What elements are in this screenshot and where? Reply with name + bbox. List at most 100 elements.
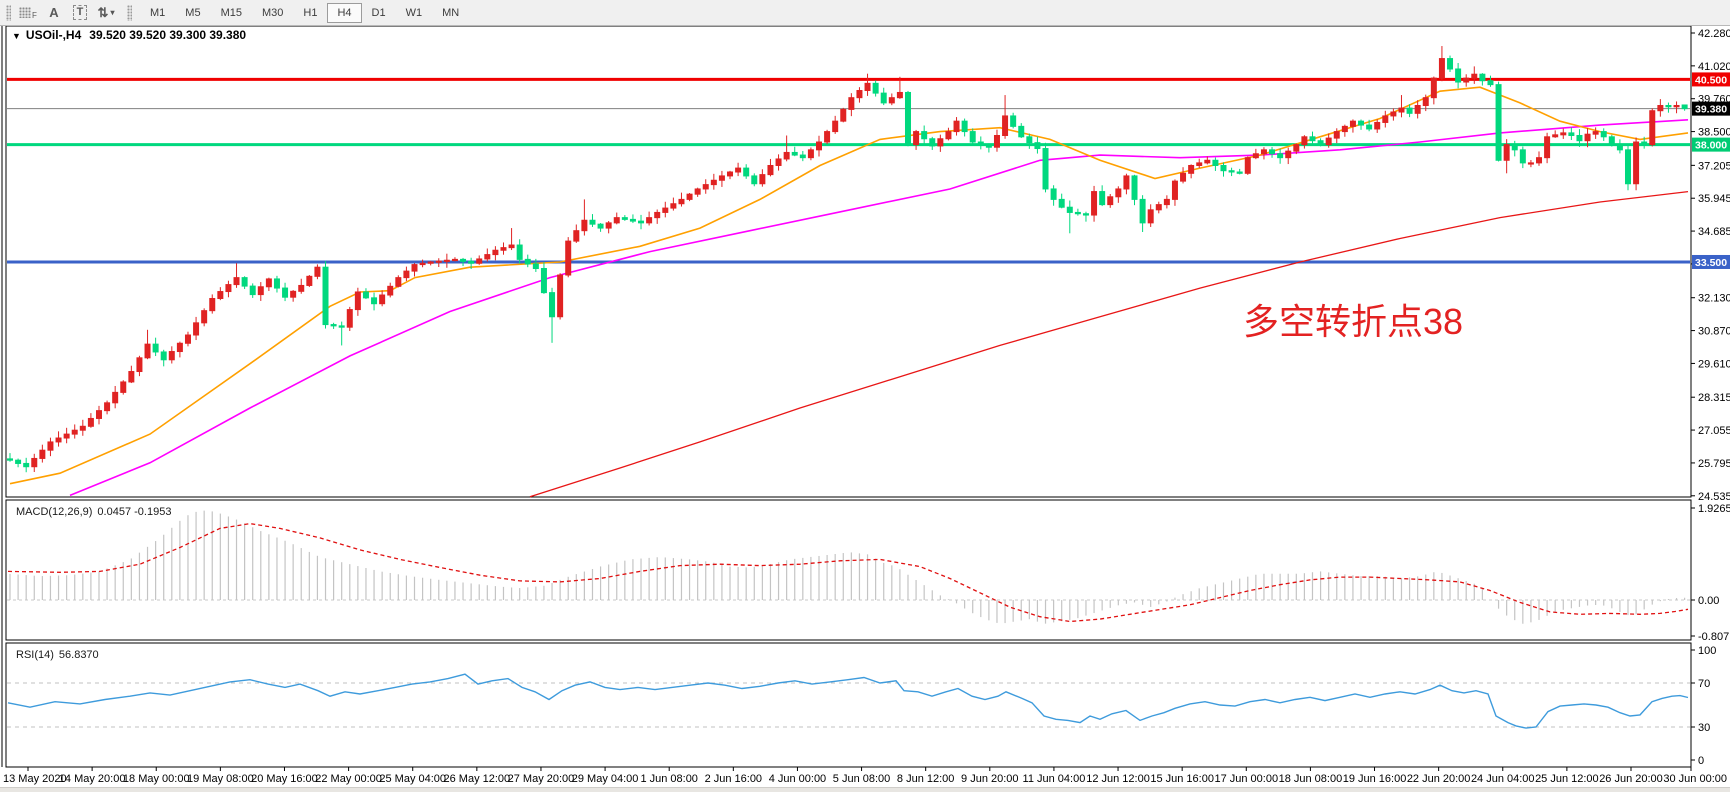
timeframe-button-M5[interactable]: M5 [185,6,201,19]
candle-up [168,351,175,361]
timeframe-button-W1[interactable]: W1 [405,6,423,19]
candle-up [346,309,353,328]
svg-text:39.380: 39.380 [1695,104,1727,116]
candle-up [824,131,831,143]
candle-up [767,164,774,176]
candle-down [516,244,523,260]
candle-up [79,425,86,431]
candle-down [330,324,337,327]
timeframe-button-MN[interactable]: MN [442,6,460,19]
candle-down [872,82,879,94]
price-tick: 29.610 [1698,358,1730,370]
chart-title: ▼ USOil-,H4 39.520 39.520 39.300 39.380 [12,28,246,42]
toolbar-grip[interactable] [6,4,11,21]
candle-up [1560,132,1567,136]
candle-up [807,149,814,159]
candle-down [249,285,256,296]
candle-up [136,357,143,373]
candle-down [743,167,750,177]
candle-down [1616,144,1623,151]
candle-down [1018,125,1025,138]
candle-up [718,175,725,181]
candle-down [15,459,22,464]
candle-up [888,97,895,104]
candles-layer[interactable] [7,46,1688,473]
drawing-tools: F A T ⇅ ▾ [15,3,119,23]
timeframe-button-H1[interactable]: H1 [303,6,318,19]
candle-down [1495,84,1502,161]
timeframe-button-M1[interactable]: M1 [150,6,166,19]
candle-down [338,325,345,328]
candle-up [443,259,450,262]
candle-up [1536,157,1543,164]
candle-up [128,371,135,383]
svg-text:40.500: 40.500 [1695,74,1727,86]
font-tool-icon[interactable]: A [49,5,59,20]
candle-down [23,462,30,468]
candle-down [152,343,159,353]
timeframe-button-M15[interactable]: M15 [220,6,242,19]
timeframe-button-H4[interactable]: H4 [327,2,362,23]
candle-down [362,291,369,299]
time-label: 18 Jun 08:00 [1279,773,1343,785]
candle-down [1099,191,1106,206]
macd-tick: 1.9265 [1698,503,1730,515]
candle-down [241,277,248,287]
text-label-tool-icon[interactable]: T [68,3,92,23]
price-tick: 24.535 [1698,491,1730,503]
candle-up [670,203,677,209]
candle-down [1519,149,1526,164]
candle-up [557,274,564,318]
candle-up [71,429,78,435]
timeframe-button-M30[interactable]: M30 [261,6,284,19]
candle-up [1115,188,1122,198]
time-label: 12 Jun 12:00 [1086,773,1150,785]
profiles-grid-icon[interactable]: F [16,3,40,23]
candle-up [419,262,426,266]
candle-up [1414,105,1421,114]
candle-up [613,217,620,224]
candle-down [7,458,13,461]
candle-up [1552,134,1559,138]
candle-up [193,322,200,336]
cycle-lines-tool-icon[interactable]: ⇅ ▾ [97,4,115,20]
candle-up [646,217,653,224]
candle-up [896,91,903,99]
candle-down [961,120,968,133]
candle-up [298,284,305,292]
candle-up [1438,58,1445,79]
time-label: 29 May 04:00 [572,773,639,785]
candle-up [47,441,54,451]
candle-up [104,402,111,412]
candle-up [1390,111,1397,117]
toolbar-grip-2[interactable] [127,4,132,21]
time-label: 26 Jun 20:00 [1599,773,1663,785]
price-axis[interactable]: 42.28041.02039.76038.50037.20535.94534.6… [1691,28,1730,767]
candle-up [508,244,515,249]
candle-down [1042,148,1049,190]
candle-up [1463,77,1470,83]
chart-canvas[interactable]: 42.28041.02039.76038.50037.20535.94534.6… [0,26,1730,792]
candle-up [95,410,102,419]
timeframe-bar: M1 M5 M15 M30 H1 H4 D1 W1 MN [140,2,469,23]
time-label: 15 Jun 16:00 [1150,773,1214,785]
candle-down [1358,120,1365,126]
candle-up [1285,150,1292,159]
candle-down [1681,104,1688,110]
time-label: 25 Jun 12:00 [1535,773,1599,785]
rsi-pane-content [7,673,1690,729]
candle-up [217,291,224,299]
candle-up [1422,97,1429,107]
timeframe-button-D1[interactable]: D1 [371,6,386,19]
time-label: 27 May 20:00 [508,773,575,785]
price-badge-38.000 [1692,137,1730,152]
candle-up [581,219,588,232]
candle-up [1147,209,1154,224]
candle-down [1487,80,1494,86]
candle-up [816,141,822,151]
candle-down [1010,115,1017,127]
profiles-grid-icon [19,7,32,18]
time-label: 18 May 00:00 [123,773,190,785]
candle-down [1576,134,1583,142]
